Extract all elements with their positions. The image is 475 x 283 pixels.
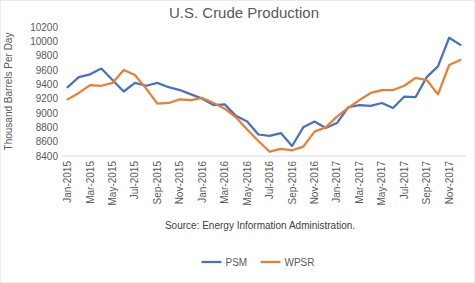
y-tick-label: 9200 bbox=[36, 93, 59, 104]
y-axis-label: Thousand Barrels Per Day bbox=[3, 33, 14, 151]
x-tick-label: May-2015 bbox=[107, 161, 118, 206]
x-tick-label: Jul-2016 bbox=[264, 161, 275, 200]
x-tick-label: Mar-2016 bbox=[219, 161, 230, 204]
y-tick-label: 9000 bbox=[36, 108, 59, 119]
legend-label: PSM bbox=[226, 257, 248, 268]
x-tick-label: Jan-2017 bbox=[331, 161, 342, 203]
series-line bbox=[68, 60, 461, 152]
plot-area bbox=[68, 38, 461, 152]
y-tick-label: 8800 bbox=[36, 122, 59, 133]
x-tick-label: Nov-2015 bbox=[174, 161, 185, 205]
y-tick-label: 8400 bbox=[36, 151, 59, 162]
x-tick-label: Mar-2017 bbox=[354, 161, 365, 204]
chart: U.S. Crude Production Thousand Barrels Pe… bbox=[0, 0, 475, 283]
x-tick-label: Sep-2016 bbox=[287, 161, 298, 205]
x-tick-label: May-2017 bbox=[376, 161, 387, 206]
x-tick-label: Jan-2015 bbox=[62, 161, 73, 203]
legend-label: WPSR bbox=[285, 257, 315, 268]
x-tick-label: Jan-2016 bbox=[197, 161, 208, 203]
series-line bbox=[68, 38, 461, 146]
x-tick-label: Nov-2016 bbox=[309, 161, 320, 205]
legend-swatch bbox=[261, 261, 281, 263]
y-tick-label: 9600 bbox=[36, 65, 59, 76]
x-tick-label: Sep-2015 bbox=[152, 161, 163, 205]
x-tick-label: Mar-2015 bbox=[85, 161, 96, 204]
x-tick-label: Jul-2017 bbox=[399, 161, 410, 200]
x-axis bbox=[62, 156, 466, 157]
y-tick-label: 10200 bbox=[30, 22, 58, 33]
legend: PSM WPSR bbox=[202, 257, 315, 268]
y-tick-label: 10000 bbox=[30, 36, 58, 47]
title: U.S. Crude Production bbox=[169, 4, 319, 21]
background bbox=[0, 0, 475, 283]
y-tick-label: 9400 bbox=[36, 79, 59, 90]
x-tick-label: May-2016 bbox=[242, 161, 253, 206]
legend-swatch bbox=[202, 261, 222, 263]
y-tick-label: 9800 bbox=[36, 50, 59, 61]
x-tick-label: Nov-2017 bbox=[444, 161, 455, 205]
x-tick-label: Sep-2017 bbox=[421, 161, 432, 205]
y-tick-label: 8600 bbox=[36, 136, 59, 147]
x-tick-label: Jul-2015 bbox=[129, 161, 140, 200]
annotation: Source: Energy Information Administratio… bbox=[165, 220, 355, 231]
